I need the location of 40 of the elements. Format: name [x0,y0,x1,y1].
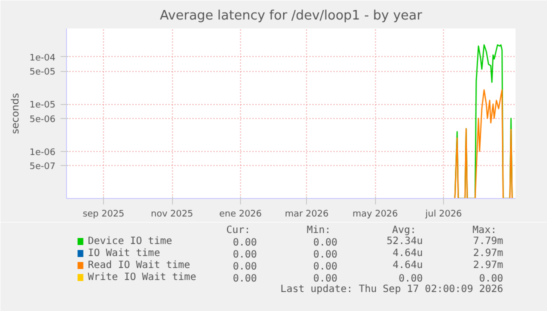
text: 0.00 [232,262,257,272]
y-tick-label: 5e-05 [30,68,56,78]
legend-label: Write IO Wait time [88,272,196,283]
x-tick-label: nov 2025 [150,210,194,220]
y-tick-label: 1e-05 [30,100,56,111]
chart-title: Average latency for /dev/loop1 - by year [160,8,423,24]
text: 0.00 [313,274,338,284]
text: Cur: [226,225,250,236]
text: Max: [472,225,497,236]
y-tick-label: 1e-06 [30,148,56,158]
text: 0.00 [232,238,257,248]
x-tick-label: ene 2026 [219,210,262,220]
text: Last update: Thu Sep 17 02:00:09 2026 [280,284,504,295]
line-series [454,89,513,198]
text: 4.64u [392,248,423,259]
text: 2.97m [473,260,504,271]
y-tick-label: 5e-07 [30,162,56,172]
text: 0.00 [313,238,338,248]
x-tick-label: jul 2026 [424,210,462,220]
legend-label: Read IO Wait time [88,260,190,271]
text: 4.64u [392,260,423,271]
x-tick-label: may 2026 [352,210,398,220]
y-tick-label: 1e-04 [30,53,56,64]
text: 52.34u [386,236,423,247]
text: 0.00 [232,274,257,284]
text: 7.79m [473,236,504,247]
x-tick-label: mar 2026 [284,210,329,220]
y-axis-title: seconds [10,93,22,134]
legend-label: Device IO time [88,236,172,247]
text: 0.00 [232,250,257,260]
text: Avg: [392,225,416,236]
text: 0.00 [479,274,504,284]
text: 2.97m [473,248,504,259]
text: 0.00 [398,274,423,284]
text: 0.00 [313,262,338,272]
text: 0.00 [313,250,338,260]
legend-label: IO Wait time [88,248,160,259]
text: Min: [306,225,331,236]
y-tick-label: 5e-06 [30,114,56,125]
x-tick-label: sep 2025 [82,210,124,220]
